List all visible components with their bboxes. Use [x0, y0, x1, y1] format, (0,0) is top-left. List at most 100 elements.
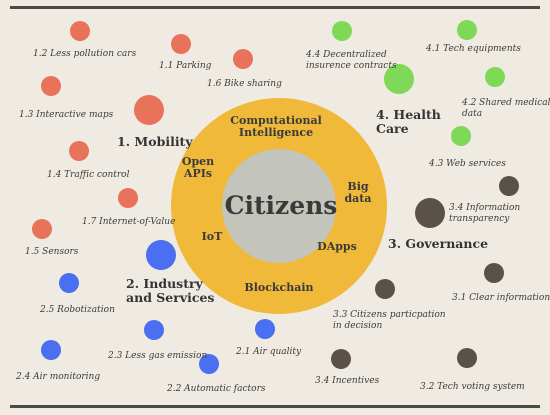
ring-item: IoT [202, 230, 223, 243]
ring-item-line: APIs [183, 167, 212, 180]
item-circle [118, 188, 138, 208]
category-label: 1. Mobility [117, 134, 193, 149]
category-label: 4. Health Care [376, 107, 441, 136]
category-label-line: 1. Mobility [117, 134, 193, 149]
top-rule [10, 6, 540, 9]
item-circle [255, 319, 275, 339]
ring-item-line: Intelligence [239, 126, 313, 139]
item-label: 3.2 Tech voting system [420, 382, 525, 392]
item-label-line: 1.3 Interactive maps [19, 110, 114, 120]
ring-item-line: Open [182, 155, 214, 168]
ring-item-line: data [344, 192, 371, 205]
item-label: 1.7 Internet-of-Value [82, 217, 175, 227]
item-circle [144, 320, 164, 340]
item-circle [171, 34, 191, 54]
category-circle [134, 95, 164, 125]
item-label-line: 1.4 Traffic control [47, 170, 130, 180]
item-label: 1.6 Bike sharing [207, 79, 282, 89]
category-label-line: and Services [126, 290, 214, 305]
item-circle [499, 176, 519, 196]
item-label: 3.4 Information transparency [449, 203, 520, 224]
item-label: 4.1 Tech equipments [425, 44, 521, 54]
item-circle [485, 67, 505, 87]
item-label-line: 3.4 Information [449, 203, 520, 213]
category-circle [146, 240, 176, 270]
ring-item-line: Blockchain [244, 281, 313, 294]
item-label: 3.4 Incentives [315, 376, 380, 386]
item-label: 4.4 Decentralized insurence contracts [305, 50, 397, 71]
item-label: 2.4 Air monitoring [15, 372, 100, 382]
item-label: 2.5 Robotization [39, 305, 115, 315]
item-label-line: in decision [333, 321, 382, 331]
item-label-line: 4.3 Web services [428, 159, 506, 169]
item-label-line: 1.2 Less pollution cars [33, 49, 137, 59]
item-circle [41, 76, 61, 96]
item-circle [233, 49, 253, 69]
item-circle [32, 219, 52, 239]
item-label-line: 3.4 Incentives [315, 376, 380, 386]
item-label: 4.3 Web services [428, 159, 506, 169]
item-circle [457, 20, 477, 40]
category-label-line: 4. Health [376, 107, 441, 122]
ring-item-line: IoT [202, 230, 223, 243]
ring-item: DApps [317, 240, 357, 253]
item-label: 2.3 Less gas emission [107, 351, 207, 361]
item-circle [332, 21, 352, 41]
category-label: 2. Industry and Services [126, 276, 214, 305]
item-label: 1.5 Sensors [25, 247, 79, 257]
item-label-line: insurence contracts [306, 61, 397, 71]
bottom-rule [10, 405, 540, 408]
ring-item-line: Computational [230, 114, 322, 127]
item-label-line: 1.5 Sensors [25, 247, 79, 257]
item-label-line: data [462, 109, 482, 119]
core-circle [222, 149, 336, 263]
item-label-line: 3.1 Clear information [452, 293, 550, 303]
item-label-line: 2.5 Robotization [39, 305, 115, 315]
center-label: Citizens [225, 191, 338, 220]
item-circle [69, 141, 89, 161]
ring-item: Blockchain [244, 281, 313, 294]
item-label-line: 4.2 Shared medical [461, 98, 550, 108]
item-circle [41, 340, 61, 360]
item-label-line: 2.3 Less gas emission [107, 351, 207, 361]
category-label-line: 2. Industry [126, 276, 204, 291]
item-label-line: 1.7 Internet-of-Value [82, 217, 175, 227]
ring-item-line: Big [347, 180, 368, 193]
item-label-line: 2.1 Air quality [235, 347, 302, 357]
item-label-line: 3.2 Tech voting system [420, 382, 525, 392]
item-label: 4.2 Shared medical data [461, 98, 550, 119]
category-label-line: Care [376, 121, 409, 136]
item-label-line: 2.2 Automatic factors [166, 384, 266, 394]
item-circle [457, 348, 477, 368]
category-label-line: 3. Governance [388, 236, 488, 251]
item-label: 2.2 Automatic factors [166, 384, 266, 394]
category-circle [384, 64, 414, 94]
ring-item-line: DApps [317, 240, 357, 253]
ring-item: Big data [344, 180, 371, 205]
item-label-line: transparency [449, 214, 510, 224]
item-label: 1.1 Parking [159, 61, 212, 71]
item-label-line: 4.1 Tech equipments [425, 44, 521, 54]
item-label: 3.3 Citizens particpation in decision [333, 310, 446, 331]
item-label: 1.2 Less pollution cars [33, 49, 137, 59]
ring-item: Open APIs [182, 155, 214, 180]
item-circle [484, 263, 504, 283]
category-circle [415, 198, 445, 228]
item-circle [70, 21, 90, 41]
item-circle [59, 273, 79, 293]
item-circle [451, 126, 471, 146]
item-label-line: 2.4 Air monitoring [15, 372, 100, 382]
item-label-line: 1.6 Bike sharing [207, 79, 282, 89]
item-circle [331, 349, 351, 369]
item-label: 2.1 Air quality [235, 347, 302, 357]
ring-item: Computational Intelligence [230, 114, 322, 139]
item-label-line: 4.4 Decentralized [305, 50, 387, 60]
category-label: 3. Governance [388, 236, 488, 251]
item-label: 1.4 Traffic control [47, 170, 130, 180]
item-label-line: 3.3 Citizens particpation [333, 310, 446, 320]
item-label: 1.3 Interactive maps [19, 110, 114, 120]
item-label: 3.1 Clear information [452, 293, 550, 303]
item-circle [199, 354, 219, 374]
item-circle [375, 279, 395, 299]
